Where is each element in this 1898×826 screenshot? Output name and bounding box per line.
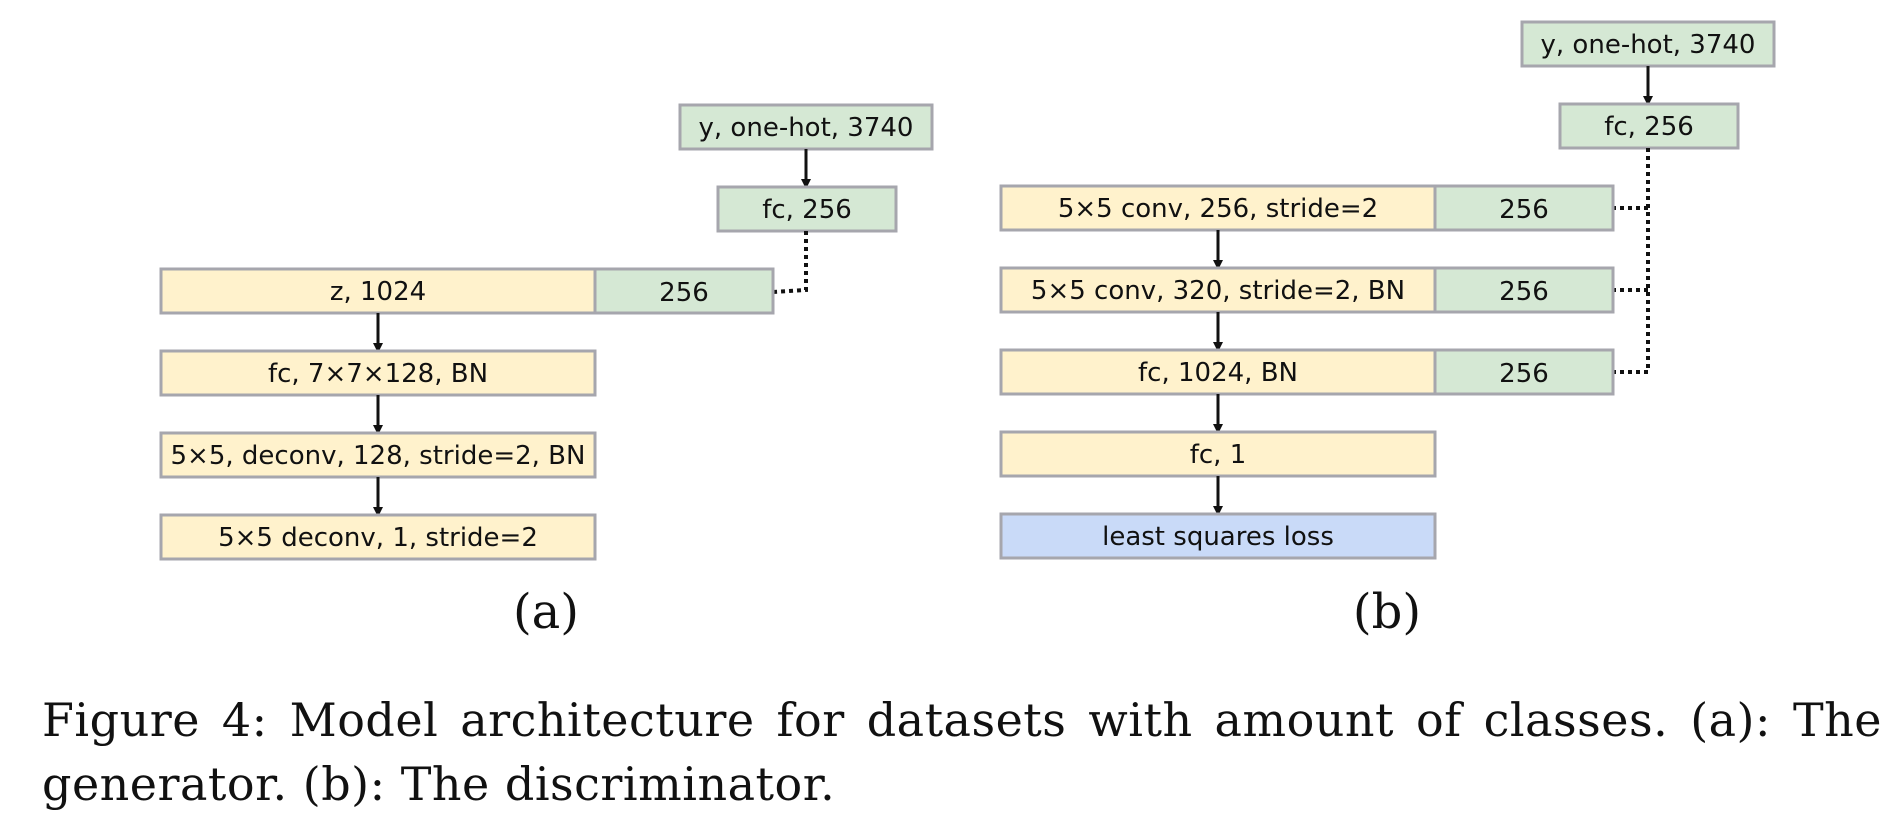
figure-caption: Figure 4: Model architecture for dataset…: [42, 693, 1882, 811]
gen-input-box: y, one-hot, 3740: [678, 103, 934, 151]
gen-fc-label: fc, 256: [762, 195, 852, 225]
disc-fc1024-label: fc, 1024, BN: [1138, 358, 1298, 388]
gen-input-label: y, one-hot, 3740: [699, 113, 914, 143]
disc-fc-label: fc, 256: [1604, 112, 1694, 142]
disc-fc1-box: fc, 1: [999, 430, 1437, 478]
disc-conv1-label: 5×5 conv, 256, stride=2: [1058, 194, 1378, 224]
gen-concat-label: 256: [659, 278, 709, 308]
gen-panel-label: (a): [513, 584, 579, 640]
gen-deconv1-label: 5×5, deconv, 128, stride=2, BN: [171, 441, 586, 471]
disc-fc1-label: fc, 1: [1190, 440, 1247, 470]
disc-fc-box: fc, 256: [1558, 102, 1740, 150]
gen-fc-box: fc, 256: [716, 185, 898, 233]
disc-conv1-box: 5×5 conv, 256, stride=2: [999, 184, 1437, 232]
disc-input-label: y, one-hot, 3740: [1541, 30, 1756, 60]
disc-conv2-box: 5×5 conv, 320, stride=2, BN: [999, 266, 1437, 314]
gen-z-box: z, 1024: [159, 267, 597, 315]
gen-concat-box: 256: [593, 267, 775, 315]
gen-fc2-label: fc, 7×7×128, BN: [268, 359, 488, 389]
gen-deconv2-label: 5×5 deconv, 1, stride=2: [218, 523, 538, 553]
generator-diagram: y, one-hot, 3740 fc, 256 z, 1024 256 fc,…: [159, 103, 934, 640]
disc-conv2-concat-label: 256: [1499, 277, 1549, 307]
gen-z-label: z, 1024: [330, 277, 426, 307]
gen-deconv1-box: 5×5, deconv, 128, stride=2, BN: [159, 431, 597, 479]
disc-conv2-concat-box: 256: [1433, 266, 1615, 314]
disc-loss-box: least squares loss: [999, 512, 1437, 560]
disc-fc1024-concat-box: 256: [1433, 348, 1615, 396]
disc-fc1024-concat-label: 256: [1499, 359, 1549, 389]
disc-conv1-concat-label: 256: [1499, 195, 1549, 225]
disc-conv1-concat-box: 256: [1433, 184, 1615, 232]
disc-conv2-label: 5×5 conv, 320, stride=2, BN: [1031, 276, 1405, 306]
disc-fc1024-box: fc, 1024, BN: [999, 348, 1437, 396]
disc-panel-label: (b): [1353, 584, 1421, 640]
gen-deconv2-box: 5×5 deconv, 1, stride=2: [159, 513, 597, 561]
discriminator-diagram: y, one-hot, 3740 fc, 256 5×5 conv, 256, …: [999, 20, 1776, 640]
disc-loss-label: least squares loss: [1102, 522, 1334, 552]
gen-dotted-connector: [772, 231, 808, 294]
gen-fc2-box: fc, 7×7×128, BN: [159, 349, 597, 397]
disc-input-box: y, one-hot, 3740: [1520, 20, 1776, 68]
